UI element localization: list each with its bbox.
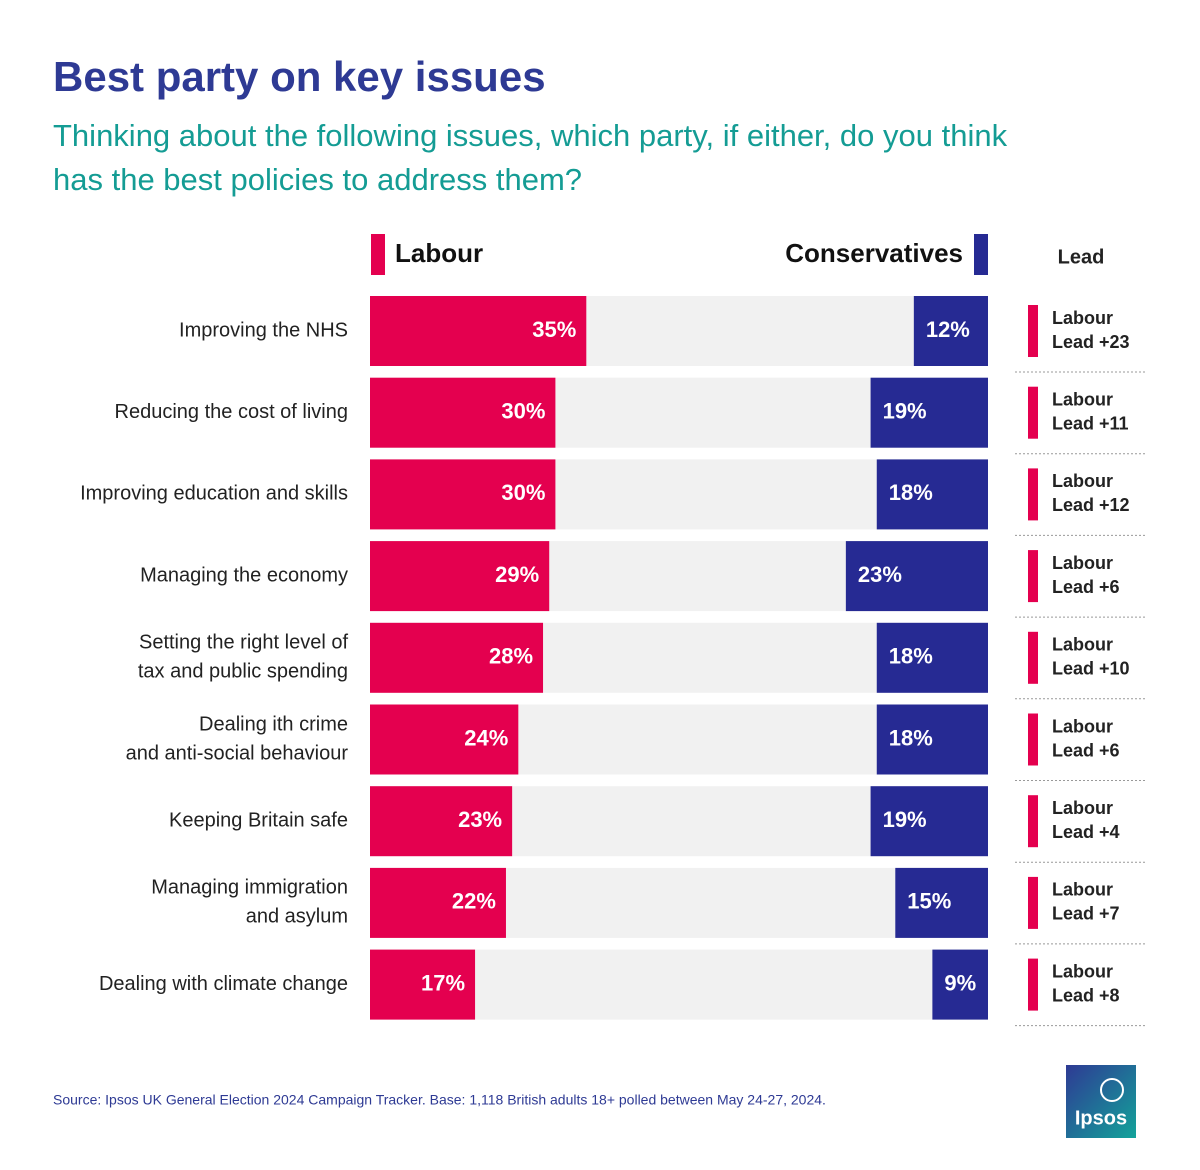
category-label: Improving the NHS	[179, 319, 348, 341]
source: Source: Ipsos UK General Election 2024 C…	[53, 1092, 826, 1108]
category-label: Managing the economy	[140, 564, 348, 586]
lead-label: Lead +6	[1052, 577, 1120, 597]
value-label: 24%	[464, 725, 508, 750]
value-label: 18%	[889, 480, 933, 505]
value-label: 30%	[501, 480, 545, 505]
category-label: tax and public spending	[138, 661, 348, 683]
value-label: 12%	[926, 317, 970, 342]
legend-swatch	[974, 234, 988, 275]
category-label: Keeping Britain safe	[169, 809, 348, 831]
subtitle: has the best policies to address them?	[53, 162, 582, 197]
category-label: and asylum	[246, 906, 348, 928]
value-label: 22%	[452, 889, 496, 914]
lead-label: Lead +7	[1052, 904, 1120, 924]
lead-label: Labour	[1052, 389, 1113, 409]
bar	[370, 622, 544, 693]
category-label: and anti-social behaviour	[126, 742, 349, 764]
lead-marker	[1028, 468, 1038, 521]
value-label: 29%	[495, 562, 539, 587]
lead-label: Lead +12	[1052, 495, 1130, 515]
value-label: 19%	[883, 399, 927, 424]
lead-marker	[1028, 305, 1038, 357]
lead-label: Lead +10	[1052, 659, 1130, 679]
lead-marker	[1028, 386, 1038, 439]
value-label: 23%	[858, 562, 902, 587]
bar	[370, 704, 519, 775]
lead-marker	[1028, 713, 1038, 766]
value-label: 15%	[907, 889, 951, 914]
bar	[870, 377, 988, 448]
lead-label: Lead +6	[1052, 740, 1120, 760]
lead-marker	[1028, 795, 1038, 848]
value-label: 18%	[889, 644, 933, 669]
lead-label: Labour	[1052, 880, 1113, 900]
bar	[370, 296, 587, 366]
bar	[370, 459, 556, 530]
value-label: 19%	[883, 807, 927, 832]
lead-label: Labour	[1052, 308, 1113, 328]
category-label: Dealing ith crime	[199, 713, 348, 735]
bar	[913, 296, 988, 366]
logo-icon	[1100, 1078, 1124, 1102]
logo-text: Ipsos	[1075, 1107, 1127, 1129]
value-label: 9%	[944, 970, 976, 995]
legend-label: Conservatives	[785, 238, 963, 268]
lead-label: Labour	[1052, 471, 1113, 491]
chart-title: Best party on key issues	[53, 53, 546, 100]
bar	[845, 541, 988, 612]
lead-marker	[1028, 876, 1038, 929]
lead-label: Lead +23	[1052, 332, 1130, 352]
bar	[870, 786, 988, 857]
bar	[370, 786, 513, 857]
bar	[876, 704, 988, 775]
lead-label: Labour	[1052, 716, 1113, 736]
value-label: 17%	[421, 970, 465, 995]
bar	[370, 541, 550, 612]
bar	[876, 459, 988, 530]
category-label: Setting the right level of	[139, 632, 348, 654]
lead-title: Lead	[1058, 246, 1105, 268]
category-label: Managing immigration	[151, 877, 348, 899]
bar	[876, 622, 988, 693]
bar	[370, 867, 506, 938]
bar	[895, 867, 988, 938]
lead-label: Lead +11	[1052, 413, 1129, 433]
lead-label: Labour	[1052, 635, 1113, 655]
lead-marker	[1028, 631, 1038, 684]
category-label: Dealing with climate change	[99, 973, 348, 995]
category-label: Improving education and skills	[80, 483, 348, 505]
value-label: 35%	[532, 317, 576, 342]
lead-label: Labour	[1052, 798, 1113, 818]
logo	[1066, 1065, 1136, 1138]
value-label: 23%	[458, 807, 502, 832]
legend-swatch	[371, 234, 385, 275]
lead-label: Labour	[1052, 553, 1113, 573]
lead-label: Lead +4	[1052, 822, 1120, 842]
lead-marker	[1028, 550, 1038, 603]
lead-label: Lead +8	[1052, 985, 1120, 1005]
legend-label: Labour	[395, 238, 483, 268]
value-label: 28%	[489, 644, 533, 669]
lead-marker	[1028, 958, 1038, 1011]
bar	[370, 377, 556, 448]
category-label: Reducing the cost of living	[115, 401, 348, 423]
lead-label: Labour	[1052, 961, 1113, 981]
bar	[932, 949, 988, 1020]
subtitle: Thinking about the following issues, whi…	[53, 118, 1008, 153]
bar	[370, 949, 476, 1020]
value-label: 30%	[501, 399, 545, 424]
value-label: 18%	[889, 725, 933, 750]
